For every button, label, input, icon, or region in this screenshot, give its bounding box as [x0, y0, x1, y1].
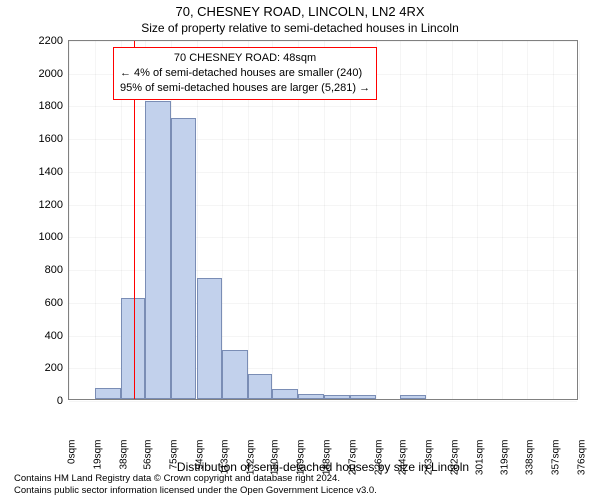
- gridline-horizontal: [69, 401, 577, 402]
- histogram-bar: [400, 395, 426, 399]
- histogram-bar: [145, 101, 171, 399]
- y-tick-label: 0: [3, 395, 63, 407]
- y-tick-label: 1000: [3, 231, 63, 243]
- histogram-bar: [197, 278, 223, 399]
- histogram-bar: [350, 395, 376, 399]
- histogram-bar: [272, 389, 298, 399]
- gridline-vertical: [553, 41, 554, 399]
- gridline-vertical: [426, 41, 427, 399]
- infobox-line: ← 4% of semi-detached houses are smaller…: [120, 66, 370, 81]
- histogram-bar: [222, 350, 248, 399]
- y-tick-label: 2200: [3, 35, 63, 47]
- histogram-bar: [95, 388, 121, 399]
- gridline-vertical: [452, 41, 453, 399]
- histogram-bar: [171, 118, 197, 399]
- gridline-vertical: [69, 41, 70, 399]
- y-tick-label: 2000: [3, 68, 63, 80]
- x-tick-label: 376sqm: [577, 440, 588, 500]
- property-info-box: 70 CHESNEY ROAD: 48sqm← 4% of semi-detac…: [113, 47, 377, 100]
- chart-titles: 70, CHESNEY ROAD, LINCOLN, LN2 4RX Size …: [0, 4, 600, 35]
- y-tick-label: 600: [3, 297, 63, 309]
- y-tick-label: 200: [3, 362, 63, 374]
- gridline-vertical: [95, 41, 96, 399]
- y-tick-label: 800: [3, 264, 63, 276]
- footer-credits: Contains HM Land Registry data © Crown c…: [14, 473, 377, 497]
- gridline-vertical: [477, 41, 478, 399]
- gridline-vertical: [579, 41, 580, 399]
- histogram-bar: [324, 395, 350, 399]
- gridline-vertical: [527, 41, 528, 399]
- title-line-1: 70, CHESNEY ROAD, LINCOLN, LN2 4RX: [0, 4, 600, 19]
- y-tick-label: 1400: [3, 166, 63, 178]
- title-line-2: Size of property relative to semi-detach…: [0, 21, 600, 35]
- footer-line-1: Contains HM Land Registry data © Crown c…: [14, 473, 377, 485]
- plot-wrap: Number of semi-detached properties 02004…: [68, 40, 578, 400]
- infobox-line: 70 CHESNEY ROAD: 48sqm: [120, 51, 370, 66]
- infobox-line: 95% of semi-detached houses are larger (…: [120, 81, 370, 96]
- plot-area: 0200400600800100012001400160018002000220…: [68, 40, 578, 400]
- gridline-vertical: [400, 41, 401, 399]
- y-tick-label: 1600: [3, 133, 63, 145]
- y-tick-label: 1200: [3, 199, 63, 211]
- histogram-bar: [298, 394, 324, 399]
- histogram-bar: [248, 374, 272, 399]
- y-tick-label: 1800: [3, 100, 63, 112]
- gridline-vertical: [502, 41, 503, 399]
- x-axis-label: Distribution of semi-detached houses by …: [68, 460, 578, 474]
- y-tick-label: 400: [3, 330, 63, 342]
- footer-line-2: Contains public sector information licen…: [14, 485, 377, 497]
- histogram-bar: [121, 298, 145, 399]
